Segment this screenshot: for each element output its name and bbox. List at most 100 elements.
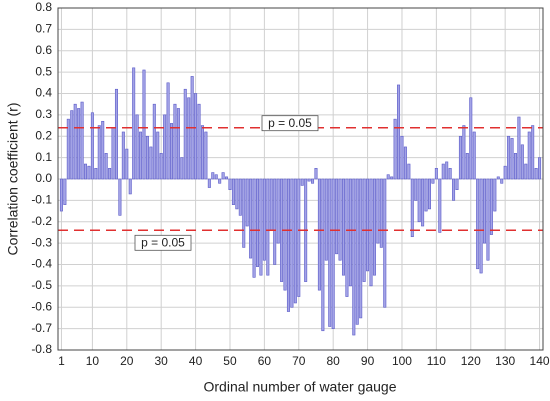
y-tick-label: 0.3 bbox=[35, 107, 52, 121]
bar bbox=[273, 178, 277, 265]
bar bbox=[376, 178, 380, 244]
bar bbox=[348, 178, 352, 287]
bar bbox=[94, 168, 98, 180]
bar bbox=[520, 144, 524, 180]
bar bbox=[366, 178, 370, 272]
bar bbox=[417, 178, 421, 223]
bar bbox=[77, 108, 81, 180]
bar bbox=[128, 178, 132, 195]
bar bbox=[108, 168, 112, 180]
bar bbox=[63, 178, 67, 205]
bar bbox=[448, 168, 452, 180]
bar bbox=[331, 178, 335, 329]
bar bbox=[255, 178, 260, 267]
bar bbox=[104, 153, 108, 180]
bar bbox=[390, 176, 394, 180]
y-axis-label: Correlation coefficient (r) bbox=[5, 102, 21, 255]
bar bbox=[207, 178, 211, 188]
bar bbox=[90, 112, 94, 180]
annotation-box bbox=[261, 115, 319, 132]
bar bbox=[252, 178, 256, 278]
bar bbox=[118, 178, 122, 216]
bar bbox=[70, 110, 74, 180]
bar bbox=[527, 131, 531, 180]
bar bbox=[101, 120, 105, 180]
bar bbox=[427, 178, 431, 210]
bar bbox=[84, 163, 88, 180]
bar bbox=[424, 178, 428, 212]
bar bbox=[139, 131, 143, 180]
x-tick-label: 80 bbox=[326, 354, 340, 368]
bar bbox=[173, 103, 177, 180]
bar bbox=[231, 178, 235, 205]
bar bbox=[414, 178, 418, 201]
y-tick-label: 0.4 bbox=[35, 86, 52, 100]
bar bbox=[307, 178, 311, 182]
bar bbox=[176, 108, 180, 180]
y-tick-label: -0.2 bbox=[31, 214, 52, 228]
annotation: p = 0.05 bbox=[268, 116, 312, 130]
x-tick-label: 1 bbox=[58, 354, 65, 368]
bar bbox=[434, 168, 438, 180]
bar bbox=[355, 178, 359, 325]
bar bbox=[510, 138, 514, 180]
bar bbox=[496, 176, 500, 180]
bar bbox=[87, 165, 91, 180]
bar bbox=[187, 97, 191, 180]
bar bbox=[242, 178, 246, 248]
bar bbox=[214, 174, 218, 180]
y-tick-label: 0.5 bbox=[35, 64, 52, 78]
bar bbox=[400, 135, 404, 180]
bar bbox=[534, 168, 538, 180]
y-tick-label: -0.7 bbox=[31, 321, 52, 335]
bar bbox=[225, 176, 229, 180]
bar bbox=[166, 82, 170, 180]
x-tick-label: 130 bbox=[495, 354, 515, 368]
bar bbox=[249, 178, 253, 259]
bar bbox=[379, 178, 383, 248]
bar bbox=[352, 178, 356, 336]
bar bbox=[238, 178, 242, 216]
bar bbox=[503, 165, 507, 180]
bar bbox=[142, 69, 146, 180]
bar bbox=[493, 178, 497, 212]
bar bbox=[328, 178, 332, 327]
y-tick-label: -0.3 bbox=[31, 235, 52, 249]
bar bbox=[410, 178, 414, 238]
bar bbox=[293, 178, 297, 304]
bar bbox=[531, 125, 535, 180]
y-tick-label: 0.0 bbox=[35, 171, 52, 185]
bar bbox=[266, 178, 270, 276]
y-tick-label: 0.2 bbox=[35, 128, 52, 142]
bar bbox=[517, 116, 521, 180]
bar bbox=[132, 67, 136, 180]
bar bbox=[465, 153, 469, 180]
annotation-box bbox=[134, 234, 192, 251]
bar bbox=[262, 178, 266, 261]
bar bbox=[314, 168, 318, 180]
bar bbox=[80, 101, 84, 180]
x-tick-label: 30 bbox=[155, 354, 169, 368]
bar bbox=[163, 114, 167, 180]
bar bbox=[431, 178, 435, 184]
bar bbox=[407, 163, 411, 180]
y-tick-label: -0.1 bbox=[31, 193, 52, 207]
bar bbox=[170, 123, 174, 180]
y-tick-label: -0.4 bbox=[31, 257, 52, 271]
bar bbox=[180, 157, 184, 180]
bar bbox=[245, 178, 249, 227]
bar bbox=[269, 178, 273, 231]
y-tick-label: 0.6 bbox=[35, 43, 52, 57]
bar bbox=[73, 103, 77, 180]
bar bbox=[135, 114, 139, 180]
bar bbox=[476, 178, 480, 270]
bar bbox=[372, 178, 376, 276]
bar bbox=[276, 178, 280, 244]
x-tick-label: 110 bbox=[427, 354, 446, 368]
bar bbox=[524, 163, 528, 180]
bar bbox=[121, 131, 125, 180]
y-tick-label: 0.8 bbox=[35, 0, 52, 14]
bar bbox=[369, 178, 373, 287]
bar bbox=[149, 146, 153, 180]
